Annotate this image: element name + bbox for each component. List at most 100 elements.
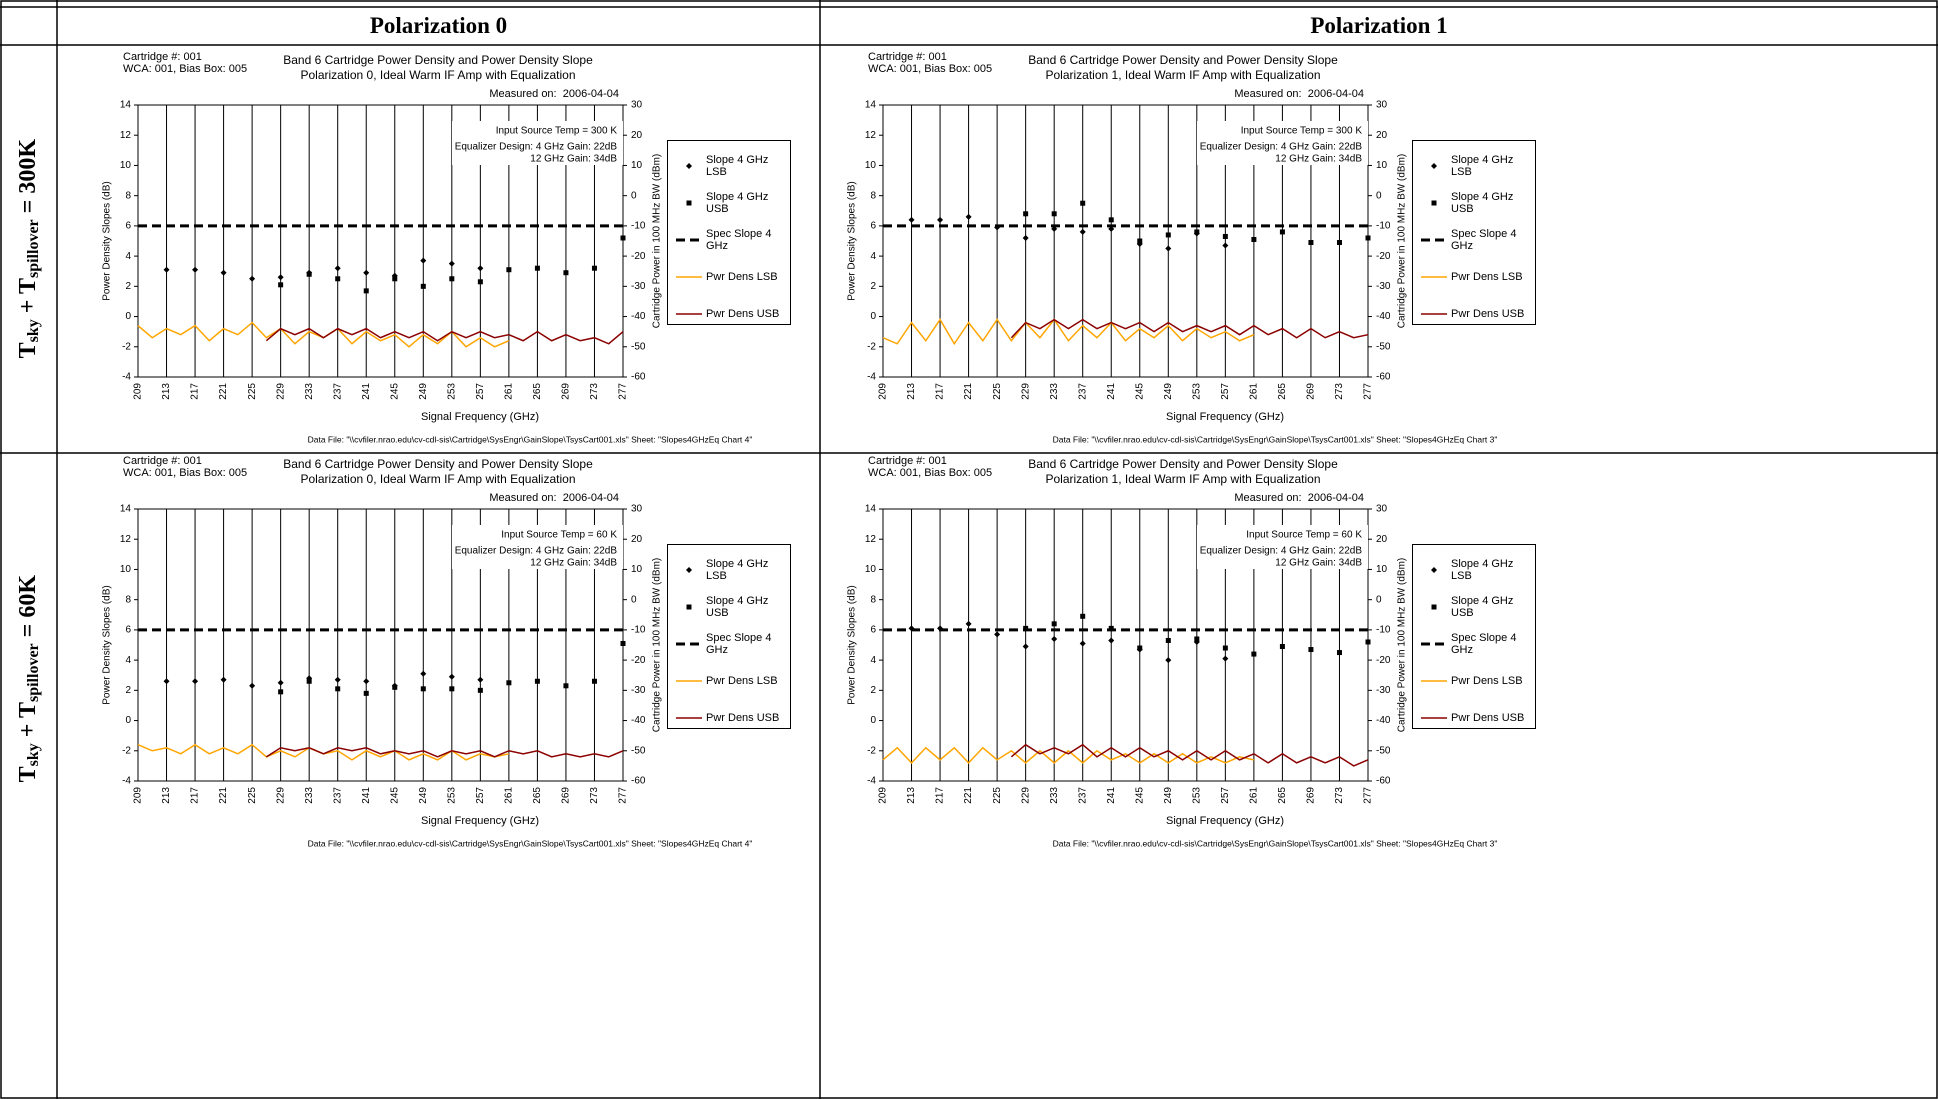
- point: [937, 216, 944, 223]
- y-tick-label: 4: [125, 655, 131, 666]
- point: [1108, 625, 1114, 631]
- legend: Slope 4 GHz LSB Slope 4 GHz USB Spec Slope…: [1412, 544, 1536, 729]
- measured-date: Measured on: 2006-04-04: [489, 492, 619, 504]
- x-axis-label: Signal Frequency (GHz): [1166, 815, 1284, 827]
- annotation: 12 GHz Gain: 34dB: [1275, 558, 1362, 569]
- legend-label: Spec Slope 4 GHz: [1451, 631, 1517, 656]
- point: [591, 678, 597, 684]
- y-tick-label: 10: [120, 564, 132, 575]
- point: [1336, 240, 1342, 246]
- y2-tick-label: 10: [1376, 564, 1388, 575]
- point: [363, 288, 369, 294]
- point: [1336, 650, 1342, 656]
- y-axis-label: Power Density Slopes (dB): [847, 181, 858, 301]
- footnote: Data File: "\\cvfiler.nrao.edu\cv-cdl-si…: [308, 434, 753, 444]
- y2-tick-label: 0: [1376, 594, 1382, 605]
- legend: Slope 4 GHz LSB Slope 4 GHz USB Spec Slope…: [1412, 140, 1536, 325]
- cartridge-info: WCA: 001, Bias Box: 005: [123, 467, 247, 479]
- x-tick-label: 261: [504, 787, 515, 804]
- legend-item: Slope 4 GHz LSB: [1417, 551, 1531, 588]
- y-tick-label: 0: [870, 311, 876, 322]
- legend-label: Pwr Dens LSB: [706, 674, 778, 687]
- legend-marker: [1421, 275, 1447, 278]
- point: [392, 276, 398, 282]
- y-tick-label: 8: [125, 190, 131, 201]
- y-tick-label: 8: [870, 594, 876, 605]
- legend-item: Pwr Dens LSB: [1417, 258, 1531, 295]
- y-axis-label: Power Density Slopes (dB): [102, 585, 113, 705]
- x-axis-label: Signal Frequency (GHz): [1166, 411, 1284, 423]
- y-axis-label: Power Density Slopes (dB): [847, 585, 858, 705]
- cartridge-info: Cartridge #: 001: [868, 455, 947, 467]
- x-tick-label: 273: [1334, 383, 1345, 400]
- x-tick-label: 273: [589, 787, 600, 804]
- legend-marker: [1421, 238, 1447, 241]
- legend-label: Pwr Dens USB: [1451, 307, 1525, 320]
- legend-symbol: [686, 604, 692, 609]
- x-tick-label: 241: [361, 383, 372, 400]
- y-tick-label: 0: [125, 715, 131, 726]
- y-tick-label: -2: [867, 745, 876, 756]
- legend-label: Pwr Dens LSB: [1451, 270, 1523, 283]
- y-tick-label: -4: [122, 776, 131, 787]
- y2-tick-label: -20: [1376, 251, 1391, 262]
- legend-marker: [676, 275, 702, 278]
- annotation-box: [452, 525, 623, 569]
- legend-symbol: [686, 162, 692, 169]
- chart-title: Band 6 Cartridge Power Density and Power…: [1028, 457, 1338, 471]
- point: [306, 678, 312, 684]
- point: [1165, 637, 1171, 643]
- y-tick-label: -2: [122, 341, 131, 352]
- legend-marker: [676, 679, 702, 682]
- x-tick-label: 241: [1106, 787, 1117, 804]
- legend: Slope 4 GHz LSB Slope 4 GHz USB Spec Slope…: [667, 140, 791, 325]
- x-tick-label: 221: [218, 383, 229, 400]
- x-tick-label: 253: [1191, 787, 1202, 804]
- legend-item: Pwr Dens LSB: [672, 662, 786, 699]
- point: [277, 679, 284, 686]
- legend-marker: [676, 312, 702, 315]
- column-header: Polarization 0: [369, 13, 508, 38]
- y2-tick-label: -30: [1376, 685, 1391, 696]
- legend-marker: [1421, 716, 1447, 719]
- y-tick-label: 14: [120, 100, 132, 111]
- x-tick-label: 253: [1191, 383, 1202, 400]
- point: [1023, 625, 1029, 631]
- point: [1365, 639, 1371, 645]
- point: [1108, 225, 1115, 232]
- point: [220, 269, 227, 276]
- y-tick-label: 12: [120, 130, 132, 141]
- y2-tick-label: -30: [631, 281, 646, 292]
- point: [1165, 232, 1171, 238]
- legend-item: Pwr Dens USB: [1417, 699, 1531, 736]
- x-tick-label: 265: [532, 383, 543, 400]
- point: [363, 690, 369, 696]
- series-line: [1010, 743, 1369, 767]
- chart-subtitle: Polarization 0, Ideal Warm IF Amp with E…: [300, 68, 575, 82]
- legend-marker: [1431, 200, 1437, 205]
- cartridge-info: Cartridge #: 001: [123, 455, 202, 467]
- point: [1051, 635, 1058, 642]
- point: [908, 216, 915, 223]
- y-tick-label: 10: [865, 564, 877, 575]
- y2-tick-label: 30: [631, 100, 643, 111]
- x-tick-label: 249: [1163, 787, 1174, 804]
- x-tick-label: 229: [1020, 383, 1031, 400]
- x-tick-label: 233: [1049, 787, 1060, 804]
- y-tick-label: 2: [870, 685, 876, 696]
- y2-tick-label: 0: [631, 594, 637, 605]
- x-tick-label: 257: [1220, 787, 1231, 804]
- point: [449, 686, 455, 692]
- y2-tick-label: 30: [631, 504, 643, 515]
- x-tick-label: 277: [1363, 787, 1374, 804]
- legend-label: Slope 4 GHz LSB: [706, 153, 769, 178]
- y2-tick-label: -60: [1376, 372, 1391, 383]
- legend-item: Slope 4 GHz LSB: [1417, 147, 1531, 184]
- y2-tick-label: -60: [631, 776, 646, 787]
- point: [363, 269, 370, 276]
- point: [1079, 228, 1086, 235]
- y-tick-label: 6: [125, 625, 131, 636]
- column-header: Polarization 1: [1310, 13, 1448, 38]
